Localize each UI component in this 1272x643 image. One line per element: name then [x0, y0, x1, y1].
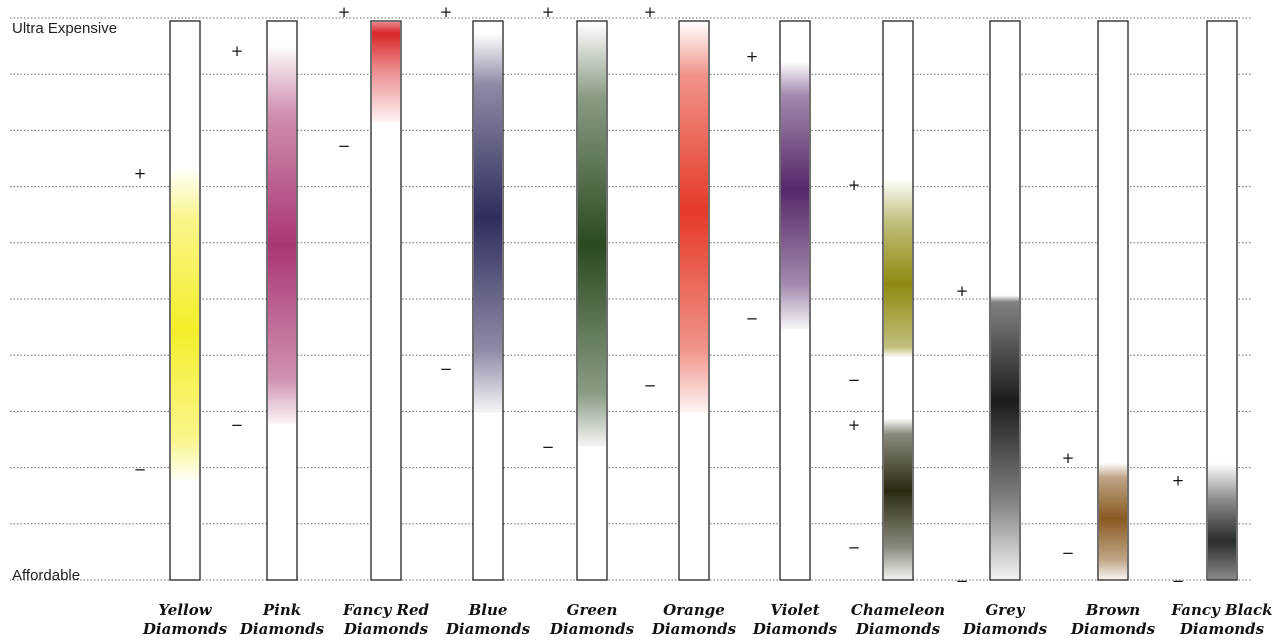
minus-mark: −: [440, 360, 453, 378]
minus-mark: −: [746, 310, 759, 328]
plus-mark: +: [746, 47, 759, 65]
column-label: Blue Diamonds: [433, 601, 543, 639]
minus-mark: −: [848, 539, 861, 557]
column-label-line1: Blue: [468, 601, 508, 619]
column-label-line2: Diamonds: [855, 620, 941, 638]
column-label-line2: Diamonds: [549, 620, 635, 638]
minus-mark: −: [338, 137, 351, 155]
column-label: Chameleon Diamonds: [843, 601, 953, 639]
minus-mark: −: [848, 371, 861, 389]
price-range-bar: [884, 178, 912, 357]
price-range-bar: [1099, 462, 1127, 580]
column-label-line2: Diamonds: [142, 620, 228, 638]
column-label-line1: Grey: [985, 601, 1025, 619]
plus-mark: +: [542, 3, 555, 21]
column-label-line1: Brown: [1085, 601, 1141, 619]
price-range-bar: [1208, 462, 1236, 580]
bars: [169, 20, 1238, 581]
column-label: Fancy Black Diamonds: [1167, 601, 1272, 639]
column-label-line1: Yellow: [158, 601, 212, 619]
minus-mark: −: [542, 438, 555, 456]
column-label-line1: Fancy Black: [1171, 601, 1272, 619]
column-label-line1: Violet: [770, 601, 820, 619]
plus-mark: +: [1172, 472, 1185, 490]
price-range-bar: [268, 44, 296, 424]
minus-mark: −: [1172, 572, 1185, 590]
minus-mark: −: [1062, 544, 1075, 562]
price-range-bar: [372, 22, 400, 123]
plus-mark: +: [1062, 449, 1075, 467]
column-label: Fancy Red Diamonds: [331, 601, 441, 639]
plus-mark: +: [134, 165, 147, 183]
column-label-line2: Diamonds: [445, 620, 531, 638]
plus-minus-marks: + − + − + − + − + − + − + − + − + − + − + − + −: [134, 3, 1185, 590]
plus-mark: +: [848, 176, 861, 194]
plus-mark: +: [338, 3, 351, 21]
column-label-line1: Orange: [663, 601, 725, 619]
column-label-line2: Diamonds: [962, 620, 1048, 638]
column-label: Violet Diamonds: [740, 601, 850, 639]
plus-mark: +: [231, 42, 244, 60]
column-label: Green Diamonds: [537, 601, 647, 639]
column-label: Brown Diamonds: [1058, 601, 1168, 639]
plus-mark: +: [848, 416, 861, 434]
column-label: Orange Diamonds: [639, 601, 749, 639]
column-label-line2: Diamonds: [752, 620, 838, 638]
y-axis-top-label: Ultra Expensive: [12, 20, 118, 37]
price-range-bar: [578, 22, 606, 447]
price-range-bar: [781, 61, 809, 329]
column-label-line1: Fancy Red: [342, 601, 430, 619]
column-label-line1: Chameleon: [850, 601, 946, 619]
minus-mark: −: [134, 460, 147, 478]
minus-mark: −: [644, 377, 657, 395]
column-label: Yellow Diamonds: [130, 601, 240, 639]
gridlines: [10, 17, 1252, 581]
minus-mark: −: [231, 416, 244, 434]
column-label-line2: Diamonds: [1179, 620, 1265, 638]
plus-mark: +: [956, 282, 969, 300]
price-range-bar: [474, 33, 502, 413]
column-label-line2: Diamonds: [651, 620, 737, 638]
price-range-bar: [171, 167, 199, 480]
minus-mark: −: [956, 572, 969, 590]
column-label: Grey Diamonds: [950, 601, 1060, 639]
price-range-bar: [991, 295, 1019, 580]
column-label-line2: Diamonds: [239, 620, 325, 638]
plus-mark: +: [440, 3, 453, 21]
price-range-bar: [680, 22, 708, 413]
column-label: Pink Diamonds: [227, 601, 337, 639]
price-range-bar: [884, 418, 912, 580]
column-label-line2: Diamonds: [1070, 620, 1156, 638]
column-label-line1: Green: [566, 601, 618, 619]
column-label-line1: Pink: [262, 601, 302, 619]
plus-mark: +: [644, 3, 657, 21]
y-axis-bottom-label: Affordable: [12, 567, 81, 584]
column-label-line2: Diamonds: [343, 620, 429, 638]
